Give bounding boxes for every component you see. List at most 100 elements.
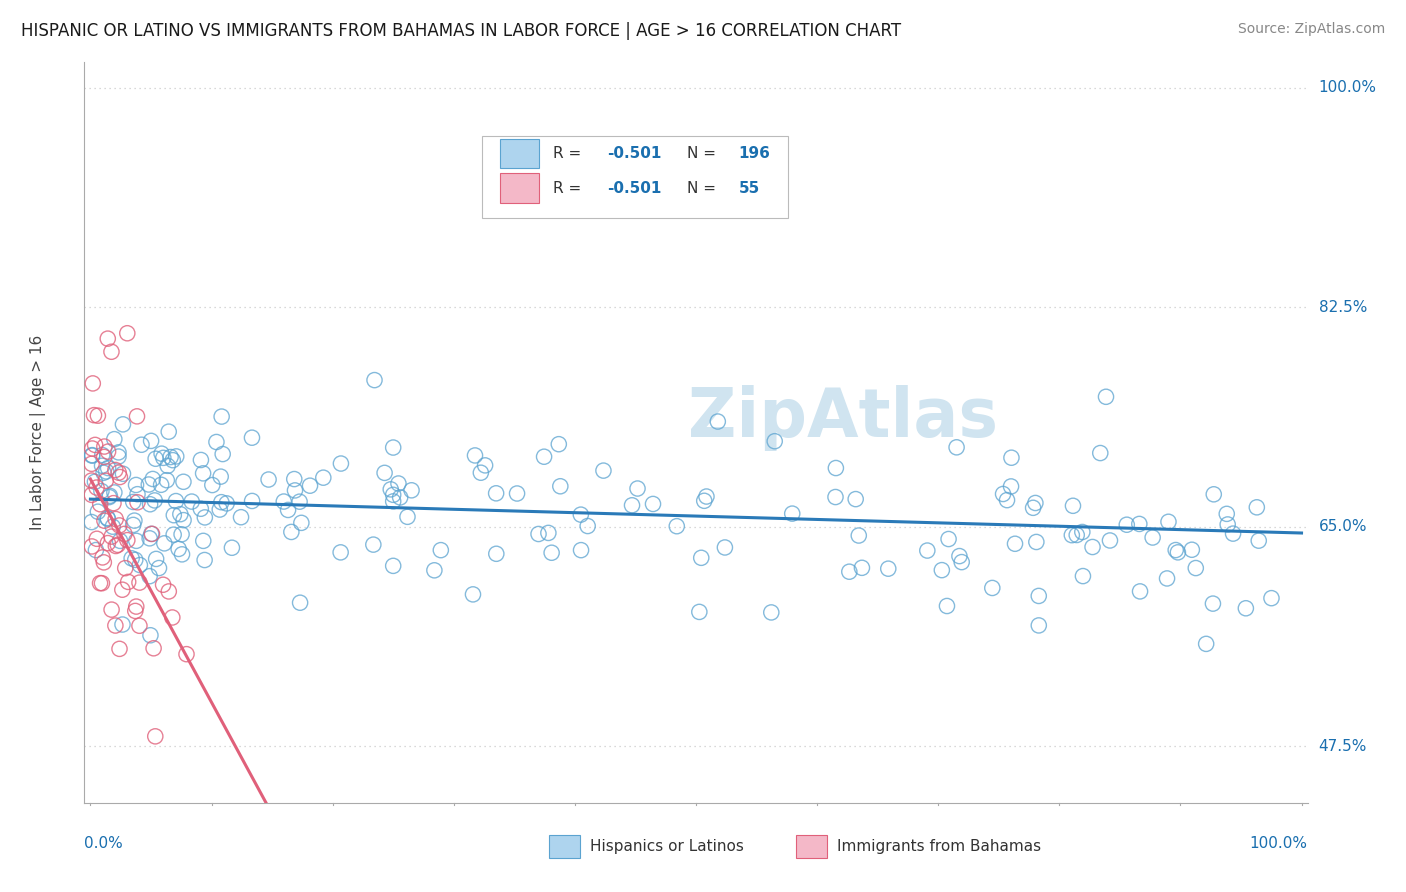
Point bbox=[277, 503, 299, 517]
Point bbox=[707, 415, 730, 429]
Point bbox=[156, 458, 179, 473]
Point bbox=[141, 527, 163, 541]
Point bbox=[124, 553, 146, 567]
Point bbox=[547, 437, 569, 451]
Point bbox=[122, 495, 145, 509]
Point bbox=[641, 497, 664, 511]
Point bbox=[104, 539, 127, 553]
Point bbox=[156, 473, 179, 487]
Point bbox=[280, 524, 302, 539]
Point bbox=[100, 344, 122, 359]
Point bbox=[1025, 535, 1047, 549]
Point bbox=[1222, 526, 1244, 541]
Point bbox=[89, 497, 111, 511]
Point bbox=[936, 599, 959, 613]
Point bbox=[104, 463, 127, 477]
Point bbox=[108, 470, 131, 484]
Point bbox=[111, 467, 134, 481]
Point bbox=[173, 513, 195, 527]
Point bbox=[688, 605, 710, 619]
Point bbox=[163, 508, 186, 523]
Point bbox=[91, 550, 114, 565]
Point bbox=[152, 578, 174, 592]
Point bbox=[240, 494, 263, 508]
Point bbox=[288, 494, 311, 508]
Point bbox=[108, 533, 131, 548]
Point bbox=[380, 483, 402, 497]
Point bbox=[569, 508, 592, 522]
Point bbox=[191, 467, 214, 481]
Point bbox=[128, 558, 150, 572]
Text: Immigrants from Bahamas: Immigrants from Bahamas bbox=[837, 839, 1040, 854]
Point bbox=[273, 494, 295, 508]
Point bbox=[139, 434, 162, 448]
Point bbox=[363, 538, 385, 552]
Text: -0.501: -0.501 bbox=[606, 146, 661, 161]
Point bbox=[157, 425, 180, 439]
Point bbox=[194, 553, 217, 567]
Point bbox=[114, 561, 136, 575]
Point bbox=[527, 527, 550, 541]
Point bbox=[382, 441, 405, 455]
Point bbox=[139, 628, 162, 642]
Point bbox=[100, 602, 122, 616]
Point bbox=[127, 495, 149, 509]
Point bbox=[540, 546, 562, 560]
Point bbox=[485, 486, 508, 500]
Point bbox=[141, 527, 163, 541]
Point bbox=[93, 555, 115, 569]
Point bbox=[93, 440, 115, 454]
Point bbox=[91, 448, 114, 462]
Text: N =: N = bbox=[688, 146, 721, 161]
Point bbox=[825, 461, 848, 475]
Point bbox=[122, 517, 145, 532]
Point bbox=[145, 552, 167, 566]
Text: In Labor Force | Age > 16: In Labor Force | Age > 16 bbox=[30, 335, 46, 530]
Point bbox=[208, 502, 231, 516]
Point bbox=[131, 438, 153, 452]
Point bbox=[621, 498, 644, 512]
Point bbox=[167, 541, 190, 556]
Point bbox=[125, 478, 148, 492]
Bar bbox=[501, 173, 540, 203]
Point bbox=[103, 496, 125, 510]
Point bbox=[108, 518, 131, 533]
Point bbox=[124, 514, 146, 528]
Point bbox=[111, 582, 134, 597]
Bar bbox=[796, 835, 827, 858]
Point bbox=[761, 606, 783, 620]
Point bbox=[1090, 446, 1112, 460]
Point bbox=[84, 475, 107, 489]
Point bbox=[1024, 496, 1046, 510]
Point bbox=[142, 472, 165, 486]
Point bbox=[1000, 479, 1022, 493]
Point bbox=[1060, 528, 1083, 542]
Point bbox=[107, 538, 129, 552]
Point bbox=[1000, 450, 1022, 465]
Point bbox=[96, 465, 118, 479]
Point bbox=[124, 604, 146, 618]
Point bbox=[138, 569, 160, 583]
Point bbox=[363, 373, 385, 387]
Point bbox=[205, 435, 228, 450]
Point bbox=[430, 543, 453, 558]
Point bbox=[97, 536, 120, 550]
Point bbox=[150, 447, 173, 461]
Point bbox=[82, 376, 104, 391]
Point bbox=[1129, 584, 1152, 599]
Point bbox=[1066, 528, 1088, 542]
Point bbox=[96, 511, 118, 525]
Point bbox=[1071, 569, 1094, 583]
Point bbox=[950, 555, 973, 569]
Point bbox=[162, 610, 184, 624]
Point bbox=[80, 515, 103, 529]
Point bbox=[107, 445, 129, 459]
Point bbox=[150, 477, 173, 491]
Point bbox=[506, 486, 529, 500]
Point bbox=[401, 483, 423, 498]
Point bbox=[162, 453, 184, 467]
Point bbox=[86, 481, 108, 495]
Point bbox=[101, 519, 124, 533]
Point bbox=[626, 482, 648, 496]
Point bbox=[938, 532, 960, 546]
